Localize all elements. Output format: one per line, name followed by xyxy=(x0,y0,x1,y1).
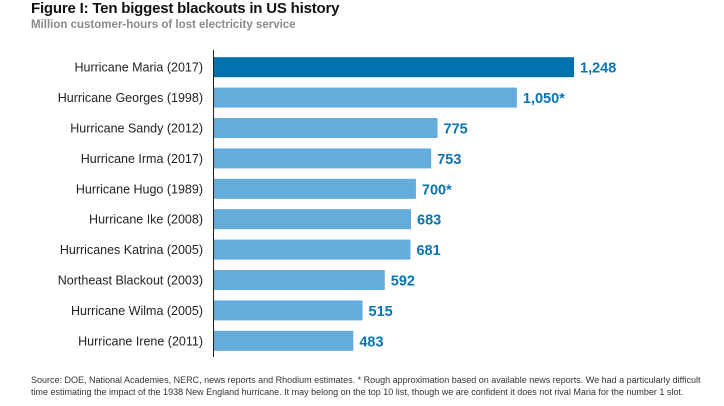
category-label: Hurricanes Katrina (2005) xyxy=(60,243,203,257)
bars xyxy=(214,57,574,351)
category-label: Hurricane Georges (1998) xyxy=(58,91,203,105)
value-label: 483 xyxy=(359,334,383,350)
bar xyxy=(214,239,411,260)
value-label: 683 xyxy=(417,213,441,229)
category-label: Hurricane Wilma (2005) xyxy=(71,304,203,318)
value-label: 515 xyxy=(369,304,393,320)
bar xyxy=(214,178,416,199)
value-label: 775 xyxy=(444,122,468,138)
bar xyxy=(214,87,517,108)
bar xyxy=(214,118,438,138)
value-label: 592 xyxy=(391,274,415,290)
bar xyxy=(214,57,574,78)
category-labels: Hurricane Maria (2017) Hurricane Georges … xyxy=(58,61,203,349)
bar xyxy=(214,330,354,351)
category-label: Northeast Blackout (2003) xyxy=(58,274,203,288)
value-label: 700* xyxy=(422,182,452,198)
category-label: Hurricane Maria (2017) xyxy=(74,61,203,75)
chart-title: Figure I: Ten biggest blackouts in US hi… xyxy=(31,0,340,17)
source-note: Source: DOE, National Academies, NERC, n… xyxy=(31,375,701,397)
category-label: Hurricane Hugo (1989) xyxy=(76,182,203,196)
value-label: 1,248 xyxy=(580,61,616,77)
bar xyxy=(214,300,363,321)
chart-subtitle: Million customer-hours of lost electrici… xyxy=(31,19,296,31)
value-label: 681 xyxy=(416,243,440,259)
value-label: 1,050* xyxy=(523,91,565,107)
category-label: Hurricane Sandy (2012) xyxy=(70,122,203,136)
value-label: 753 xyxy=(437,152,461,168)
category-label: Hurricane Irma (2017) xyxy=(81,152,203,166)
category-label: Hurricane Ike (2008) xyxy=(89,213,203,227)
bar xyxy=(214,148,432,169)
bar xyxy=(214,270,385,290)
category-label: Hurricane Irene (2011) xyxy=(78,334,203,348)
bar xyxy=(214,209,412,230)
